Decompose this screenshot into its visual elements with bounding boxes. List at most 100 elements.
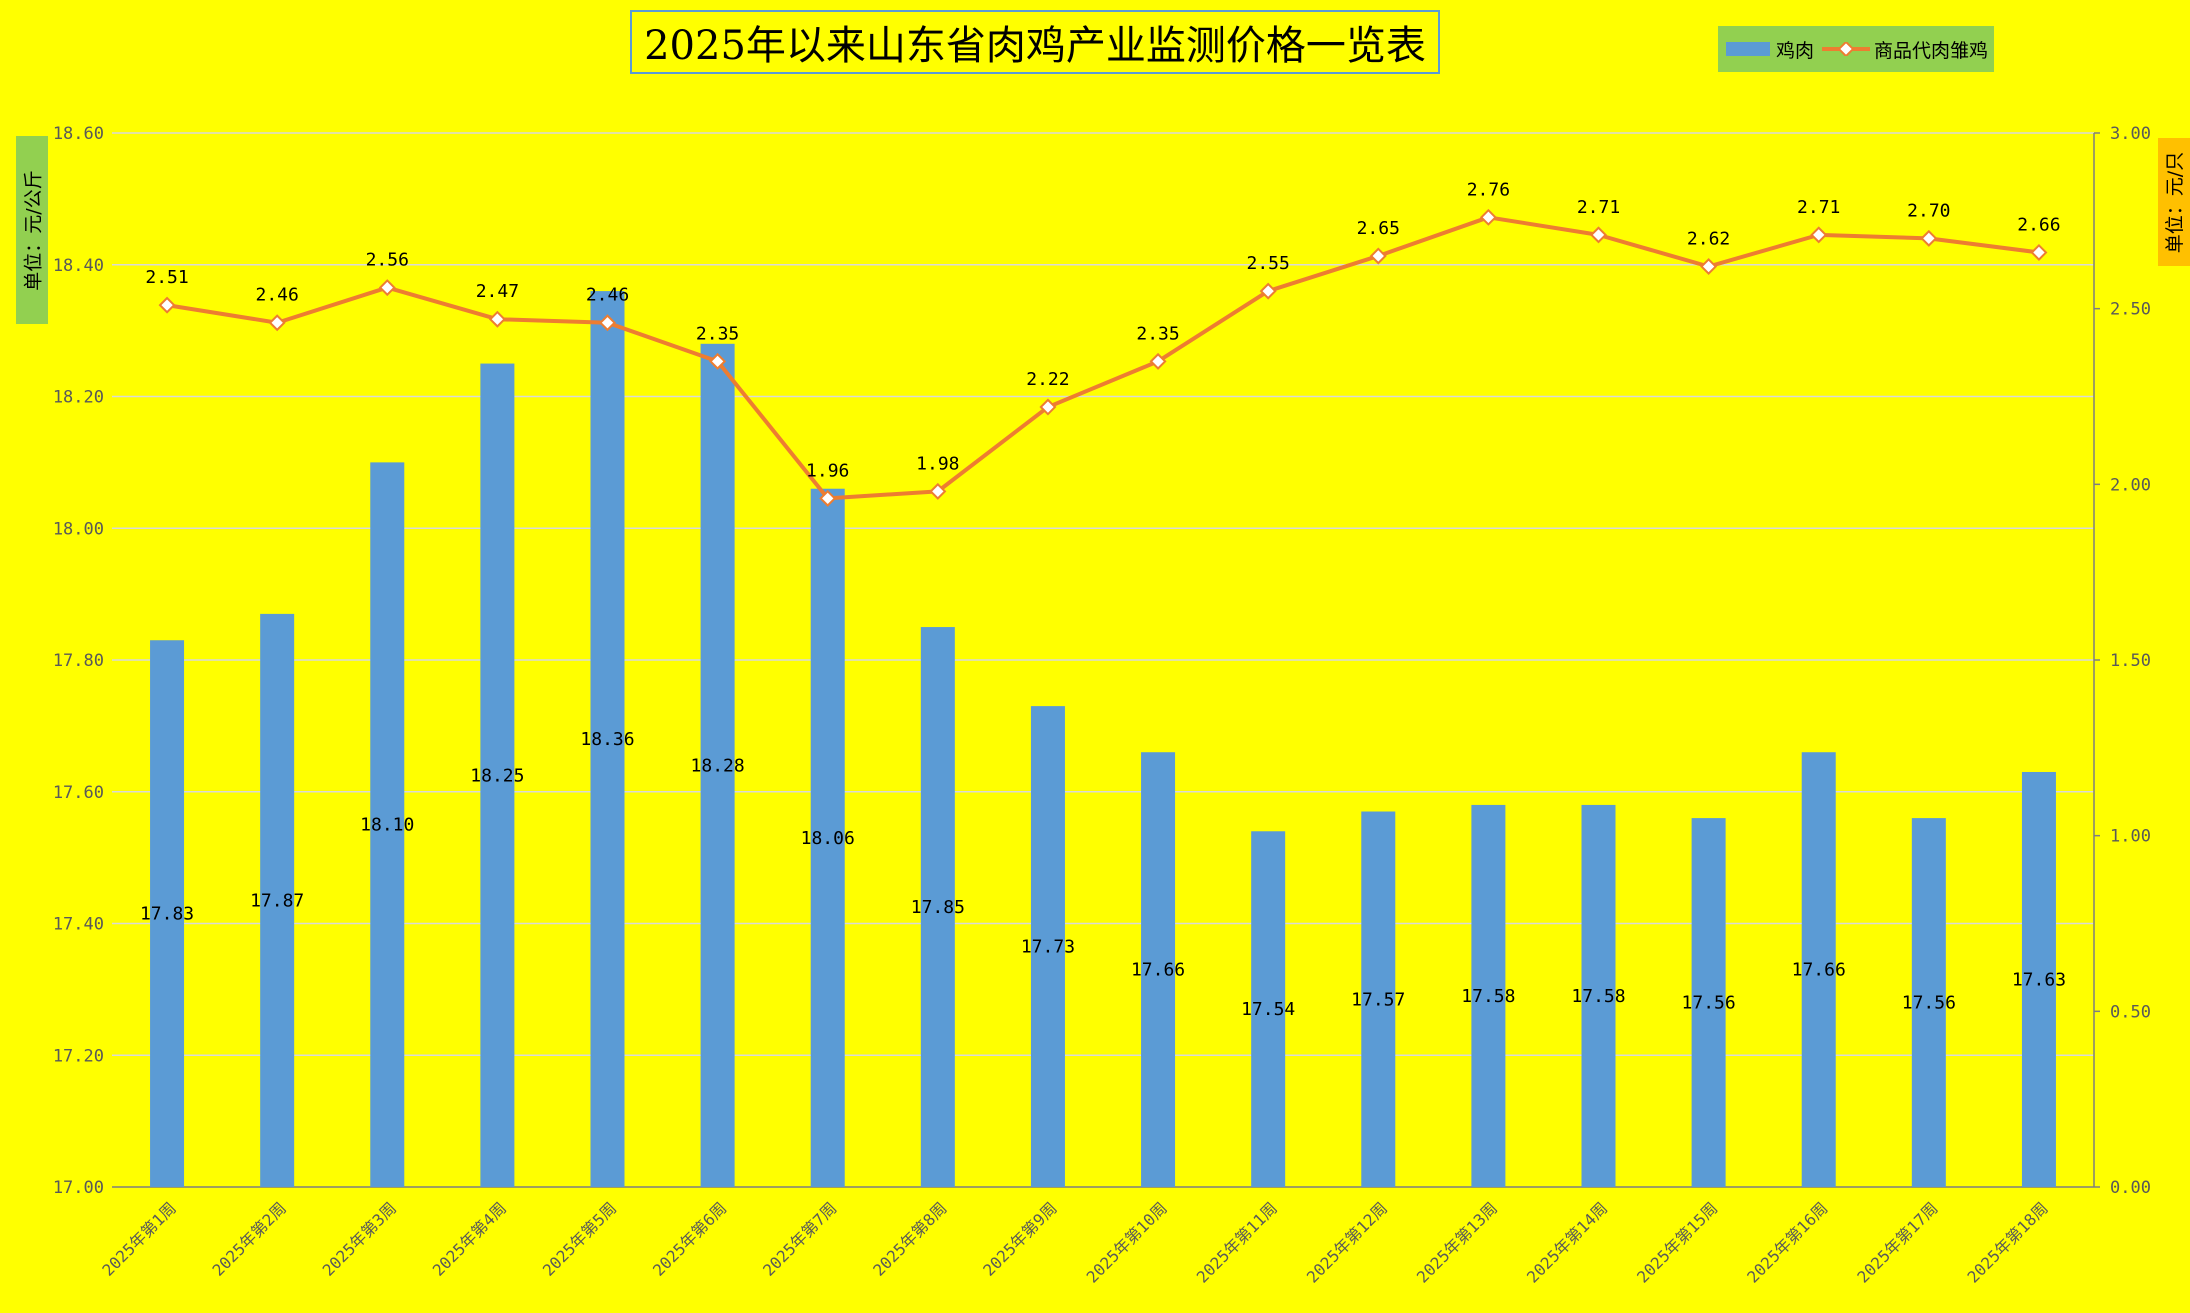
line-data-label: 2.22 (1026, 369, 1069, 390)
line-data-label: 2.66 (2017, 214, 2060, 235)
line-point (378, 279, 396, 297)
bar (150, 640, 185, 1187)
line-point (709, 352, 727, 370)
legend-bar-swatch (1726, 42, 1770, 56)
bar-data-label: 17.83 (140, 904, 194, 925)
bar (1471, 804, 1506, 1187)
bar (1801, 752, 1836, 1187)
x-axis-category-label: 2025年第13周 (1413, 1198, 1501, 1286)
x-axis-category-label: 2025年第15周 (1633, 1198, 1721, 1286)
bar (1691, 818, 1726, 1187)
bar-data-label: 17.66 (1131, 960, 1185, 981)
bar-data-label: 17.56 (1682, 993, 1736, 1014)
left-axis-unit: 单位：元/公斤 (16, 136, 48, 324)
x-axis-category-label: 2025年第5周 (539, 1198, 620, 1279)
bar-data-label: 18.10 (360, 815, 414, 836)
line-data-label: 2.56 (366, 250, 409, 271)
x-axis-category-label: 2025年第18周 (1964, 1198, 2052, 1286)
left-axis-tick-label: 17.00 (53, 1178, 104, 1198)
x-axis-category-label: 2025年第12周 (1303, 1198, 1391, 1286)
left-axis-tick-label: 18.20 (53, 388, 104, 408)
legend-label-chick: 商品代肉雏鸡 (1874, 39, 1989, 62)
bar-data-label: 17.58 (1461, 986, 1515, 1007)
x-axis-category-label: 2025年第2周 (209, 1198, 290, 1279)
line-data-label: 2.65 (1357, 218, 1400, 239)
line-point (1810, 226, 1828, 244)
line-data-label: 2.35 (1136, 323, 1179, 344)
line-data-label: 2.71 (1797, 197, 1840, 218)
right-axis-tick-label: 0.50 (2110, 1002, 2151, 1022)
line-data-label: 2.46 (255, 285, 298, 306)
x-axis-category-label: 2025年第3周 (319, 1198, 400, 1279)
bar (1361, 811, 1396, 1187)
left-axis-tick-label: 18.40 (53, 256, 104, 276)
legend-line-swatch (1822, 42, 1871, 56)
bar-data-label: 17.85 (911, 897, 965, 918)
line-data-label: 2.51 (145, 267, 188, 288)
right-axis-tick-label: 2.50 (2110, 300, 2151, 320)
left-axis-tick-label: 17.80 (53, 651, 104, 671)
line-data-label: 2.55 (1246, 253, 1289, 274)
line-point (268, 314, 286, 332)
legend-item-chicken-meat: 鸡肉 (1726, 36, 1814, 63)
line-point (819, 489, 837, 507)
line-point (1479, 208, 1497, 226)
bar (1141, 752, 1176, 1187)
line-point (488, 310, 506, 328)
bar (1251, 831, 1286, 1187)
line-point (1920, 229, 1938, 247)
left-axis-tick-label: 17.60 (53, 783, 104, 803)
line-point (1590, 226, 1607, 244)
x-axis-category-label: 2025年第17周 (1853, 1198, 1941, 1286)
series-line (166, 215, 2040, 501)
x-axis-category-label: 2025年第16周 (1743, 1198, 1831, 1286)
line-data-label: 1.98 (916, 453, 959, 474)
left-axis-tick-label: 18.60 (53, 124, 104, 144)
x-axis-category-label: 2025年第8周 (869, 1198, 950, 1279)
x-axis-category-label: 2025年第11周 (1193, 1198, 1281, 1286)
bar (1030, 706, 1065, 1187)
line-point (599, 314, 616, 332)
bar-data-label: 17.73 (1021, 937, 1075, 958)
line-data-label: 2.70 (1907, 200, 1950, 221)
bar-data-label: 18.25 (470, 765, 524, 786)
line-point (1149, 352, 1167, 370)
line-point (1039, 398, 1057, 416)
right-axis-unit: 单位：元/只 (2158, 138, 2190, 266)
left-axis-tick-label: 17.40 (53, 915, 104, 935)
bar (2021, 771, 2056, 1187)
legend-label-chicken-meat: 鸡肉 (1776, 39, 1815, 62)
line-point (158, 296, 176, 314)
line-point (929, 482, 947, 500)
line-data-label: 2.76 (1467, 179, 1510, 200)
x-axis-category-label: 2025年第4周 (429, 1198, 510, 1279)
bar (590, 291, 625, 1188)
legend-item-chick: 商品代肉雏鸡 (1822, 36, 1988, 63)
bar-data-label: 17.57 (1351, 989, 1405, 1010)
line-data-label: 2.47 (476, 281, 519, 302)
line-data-label: 2.35 (696, 323, 739, 344)
bar-data-label: 17.54 (1241, 999, 1295, 1020)
bar-data-label: 18.28 (691, 755, 745, 776)
bar (700, 343, 735, 1187)
bar (920, 627, 955, 1187)
bar (370, 462, 405, 1187)
right-axis-tick-label: 2.00 (2110, 475, 2151, 495)
bar-data-label: 17.56 (1902, 993, 1956, 1014)
line-point (2030, 243, 2048, 261)
bar (480, 363, 515, 1187)
right-axis-tick-label: 1.50 (2110, 651, 2151, 671)
right-axis-tick-label: 1.00 (2110, 827, 2151, 847)
bar (1581, 804, 1616, 1187)
bar-data-label: 17.87 (250, 890, 304, 911)
chart-title: 2025年以来山东省肉鸡产业监测价格一览表 (630, 10, 1440, 74)
right-axis-tick-label: 3.00 (2110, 124, 2151, 144)
x-axis-category-label: 2025年第7周 (759, 1198, 840, 1279)
chart-legend: 鸡肉 商品代肉雏鸡 (1718, 26, 1994, 72)
left-axis-tick-label: 17.20 (53, 1046, 104, 1066)
line-point (1259, 282, 1277, 300)
x-axis-category-label: 2025年第9周 (979, 1198, 1060, 1279)
left-axis-tick-label: 18.00 (53, 519, 104, 539)
